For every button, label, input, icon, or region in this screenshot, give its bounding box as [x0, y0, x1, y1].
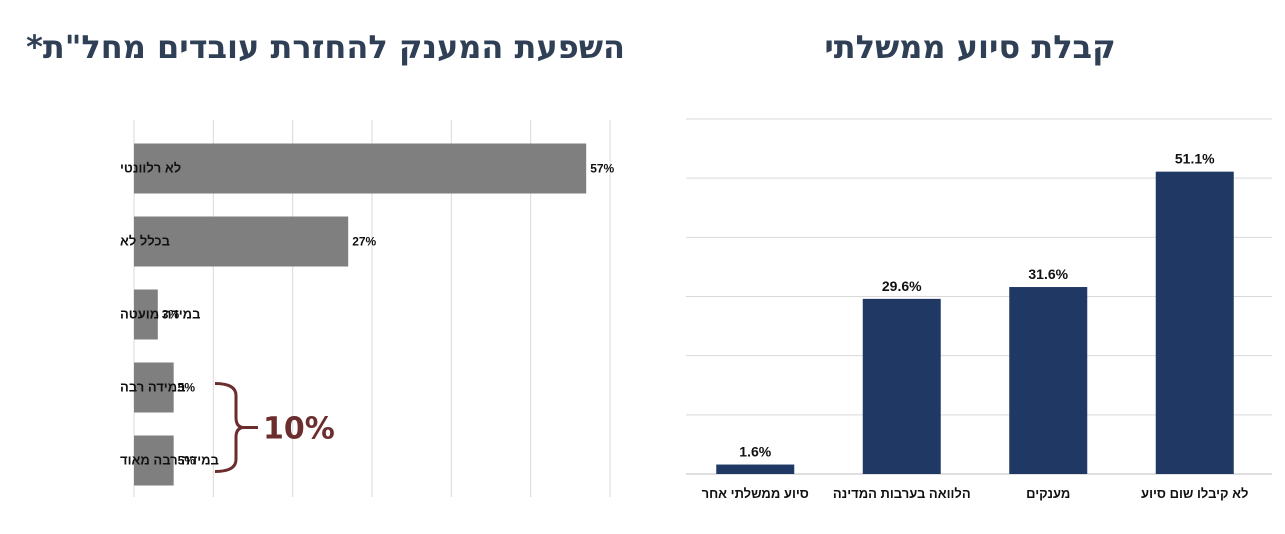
- right-chart-title: קבלת סיוע ממשלתי: [824, 28, 1116, 66]
- right-value-label: 1.6%: [739, 444, 771, 460]
- left-value-label: 5%: [178, 454, 196, 468]
- left-value-label: 57%: [590, 162, 614, 176]
- right-value-label: 31.6%: [1028, 266, 1068, 282]
- left-bar: [134, 435, 174, 486]
- left-bar: [134, 143, 587, 194]
- right-bar: [1009, 287, 1088, 474]
- left-bar: [134, 362, 174, 413]
- right-category-label: לא קיבלו שום סיוע: [1141, 486, 1248, 501]
- left-bar: [134, 289, 158, 340]
- right-bar: [716, 464, 795, 474]
- left-brace: [214, 382, 245, 473]
- right-bar: [862, 298, 941, 474]
- right-category-label: סיוע ממשלתי אחר: [702, 486, 809, 501]
- left-annotation-label: 10%: [263, 412, 335, 447]
- left-category-label: במידה רבה: [120, 380, 185, 395]
- left-category-label: במידה רבה מאוד: [120, 453, 219, 468]
- right-value-label: 29.6%: [882, 278, 922, 294]
- left-bar: [134, 216, 349, 267]
- left-chart-title: השפעת המענק להחזרת עובדים מחל"ת*: [26, 28, 625, 66]
- left-category-label: במידה מועטה: [120, 307, 200, 322]
- right-category-label: הלוואה בערבות המדינה: [833, 486, 971, 501]
- right-category-label: מענקים: [1026, 486, 1070, 501]
- left-value-label: 5%: [178, 381, 196, 395]
- left-category-label: לא רלוונטי: [120, 161, 181, 176]
- left-category-label: בכלל לא: [120, 234, 170, 249]
- left-value-label: 3%: [162, 308, 180, 322]
- right-value-label: 51.1%: [1175, 151, 1215, 167]
- right-bar: [1155, 171, 1234, 475]
- left-value-label: 27%: [352, 235, 376, 249]
